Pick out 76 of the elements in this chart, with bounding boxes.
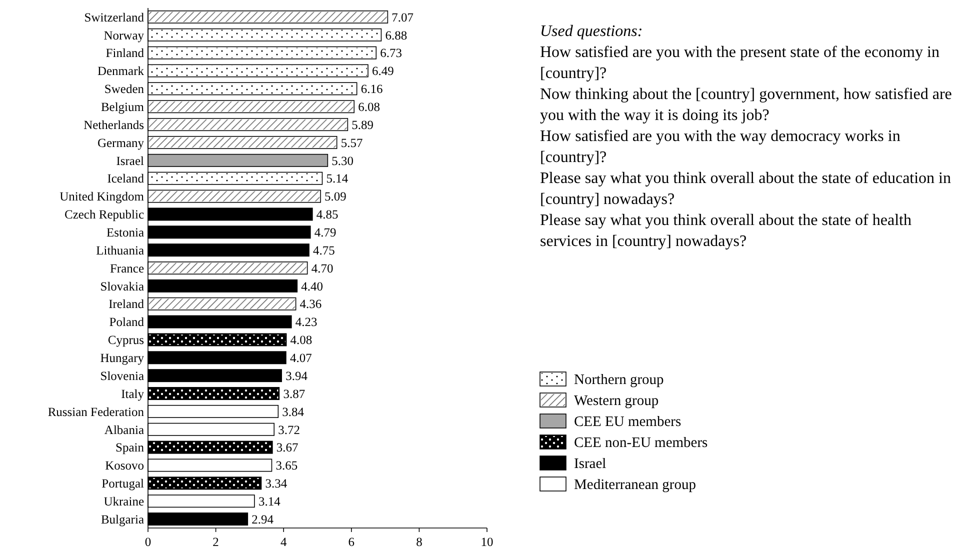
y-tick-label: Norway bbox=[104, 28, 145, 42]
text: Used questions: bbox=[540, 23, 643, 40]
data-label: 4.85 bbox=[316, 208, 338, 222]
text: Now thinking about the [country] government, how satisfied are you with the way it is doing its job? bbox=[540, 86, 952, 124]
data-label: 6.73 bbox=[380, 46, 402, 60]
data-label: 5.30 bbox=[332, 154, 354, 168]
data-label: 2.94 bbox=[252, 512, 274, 526]
y-tick-label: Bulgaria bbox=[100, 512, 144, 526]
y-tick-label: Denmark bbox=[97, 64, 145, 78]
y-tick-label: Slovenia bbox=[100, 368, 144, 383]
data-label: 4.75 bbox=[313, 243, 335, 258]
data-label: 5.57 bbox=[340, 136, 363, 150]
data-label: 7.07 bbox=[392, 10, 414, 24]
data-label: 6.49 bbox=[372, 64, 394, 78]
data-label: 4.23 bbox=[295, 315, 318, 330]
y-tick-label: Lithuania bbox=[96, 243, 144, 258]
data-label: 3.87 bbox=[283, 386, 306, 401]
data-label: 6.88 bbox=[385, 28, 408, 42]
x-tick-label: 4 bbox=[280, 535, 288, 549]
y-tick-label: United Kingdom bbox=[60, 190, 144, 204]
y-tick-label: Slovakia bbox=[100, 279, 144, 294]
y-tick-label: Hungary bbox=[100, 351, 145, 366]
data-label: 3.94 bbox=[286, 368, 308, 383]
y-tick-label: Switzerland bbox=[84, 10, 145, 24]
y-tick-label: Sweden bbox=[104, 82, 145, 96]
data-label: 3.67 bbox=[276, 440, 298, 455]
data-label: 3.84 bbox=[282, 404, 305, 419]
y-tick-label: Ukraine bbox=[104, 494, 144, 508]
legend-label: Israel bbox=[574, 456, 606, 472]
y-tick-label: Czech Republic bbox=[64, 208, 144, 222]
data-label: 5.89 bbox=[352, 118, 374, 132]
y-tick-label: Israel bbox=[116, 154, 145, 168]
y-tick-label: Estonia bbox=[106, 226, 144, 240]
data-label: 4.70 bbox=[311, 261, 334, 276]
data-label: 4.07 bbox=[290, 351, 312, 366]
text: How satisfied are you with the way democracy works in [country]? bbox=[540, 128, 900, 166]
x-tick-label: 6 bbox=[348, 535, 355, 549]
y-tick-label: Cyprus bbox=[108, 333, 144, 348]
data-label: 5.09 bbox=[324, 190, 346, 204]
legend-label: CEE non-EU members bbox=[574, 435, 708, 452]
x-tick-label: 2 bbox=[212, 535, 219, 549]
data-label: 6.16 bbox=[360, 82, 383, 96]
text: How satisfied are you with the present state of the economy in [country]? bbox=[540, 44, 940, 82]
x-tick-label: 8 bbox=[416, 535, 422, 549]
legend-label: Western group bbox=[574, 393, 659, 410]
legend-label: Northern group bbox=[574, 372, 664, 388]
y-tick-label: Finland bbox=[106, 46, 145, 60]
data-label: 4.40 bbox=[301, 279, 324, 294]
data-label: 3.65 bbox=[276, 458, 298, 473]
data-label: 5.14 bbox=[326, 172, 349, 186]
legend-label: CEE EU members bbox=[574, 414, 682, 430]
y-tick-label: Portugal bbox=[102, 476, 145, 491]
x-tick-label: 10 bbox=[480, 535, 494, 549]
y-tick-label: Russian Federation bbox=[48, 404, 145, 419]
y-tick-label: Ireland bbox=[108, 297, 145, 312]
text: Please say what you think overall about the state of health services in [country] nowadays? bbox=[540, 212, 912, 250]
x-tick-label: 0 bbox=[144, 535, 152, 549]
y-tick-label: Iceland bbox=[107, 172, 145, 186]
y-tick-label: Poland bbox=[109, 315, 145, 330]
y-tick-label: France bbox=[110, 261, 144, 276]
data-label: 4.36 bbox=[300, 297, 322, 312]
data-label: 3.14 bbox=[258, 494, 282, 508]
text: Please say what you think overall about the state of education in [country] nowadays? bbox=[540, 170, 951, 208]
data-label: 3.72 bbox=[278, 422, 300, 437]
y-tick-label: Germany bbox=[97, 136, 145, 150]
y-tick-label: Kosovo bbox=[105, 458, 144, 473]
y-tick-label: Spain bbox=[116, 440, 145, 455]
data-label: 4.79 bbox=[314, 226, 336, 240]
legend-label: Mediterranean group bbox=[574, 477, 696, 494]
y-tick-label: Netherlands bbox=[84, 118, 144, 132]
data-label: 4.08 bbox=[290, 333, 312, 348]
y-tick-label: Italy bbox=[121, 386, 145, 401]
y-tick-label: Belgium bbox=[100, 100, 144, 114]
y-tick-label: Albania bbox=[104, 422, 144, 437]
data-label: 6.08 bbox=[358, 100, 380, 114]
data-label: 3.34 bbox=[265, 476, 288, 491]
